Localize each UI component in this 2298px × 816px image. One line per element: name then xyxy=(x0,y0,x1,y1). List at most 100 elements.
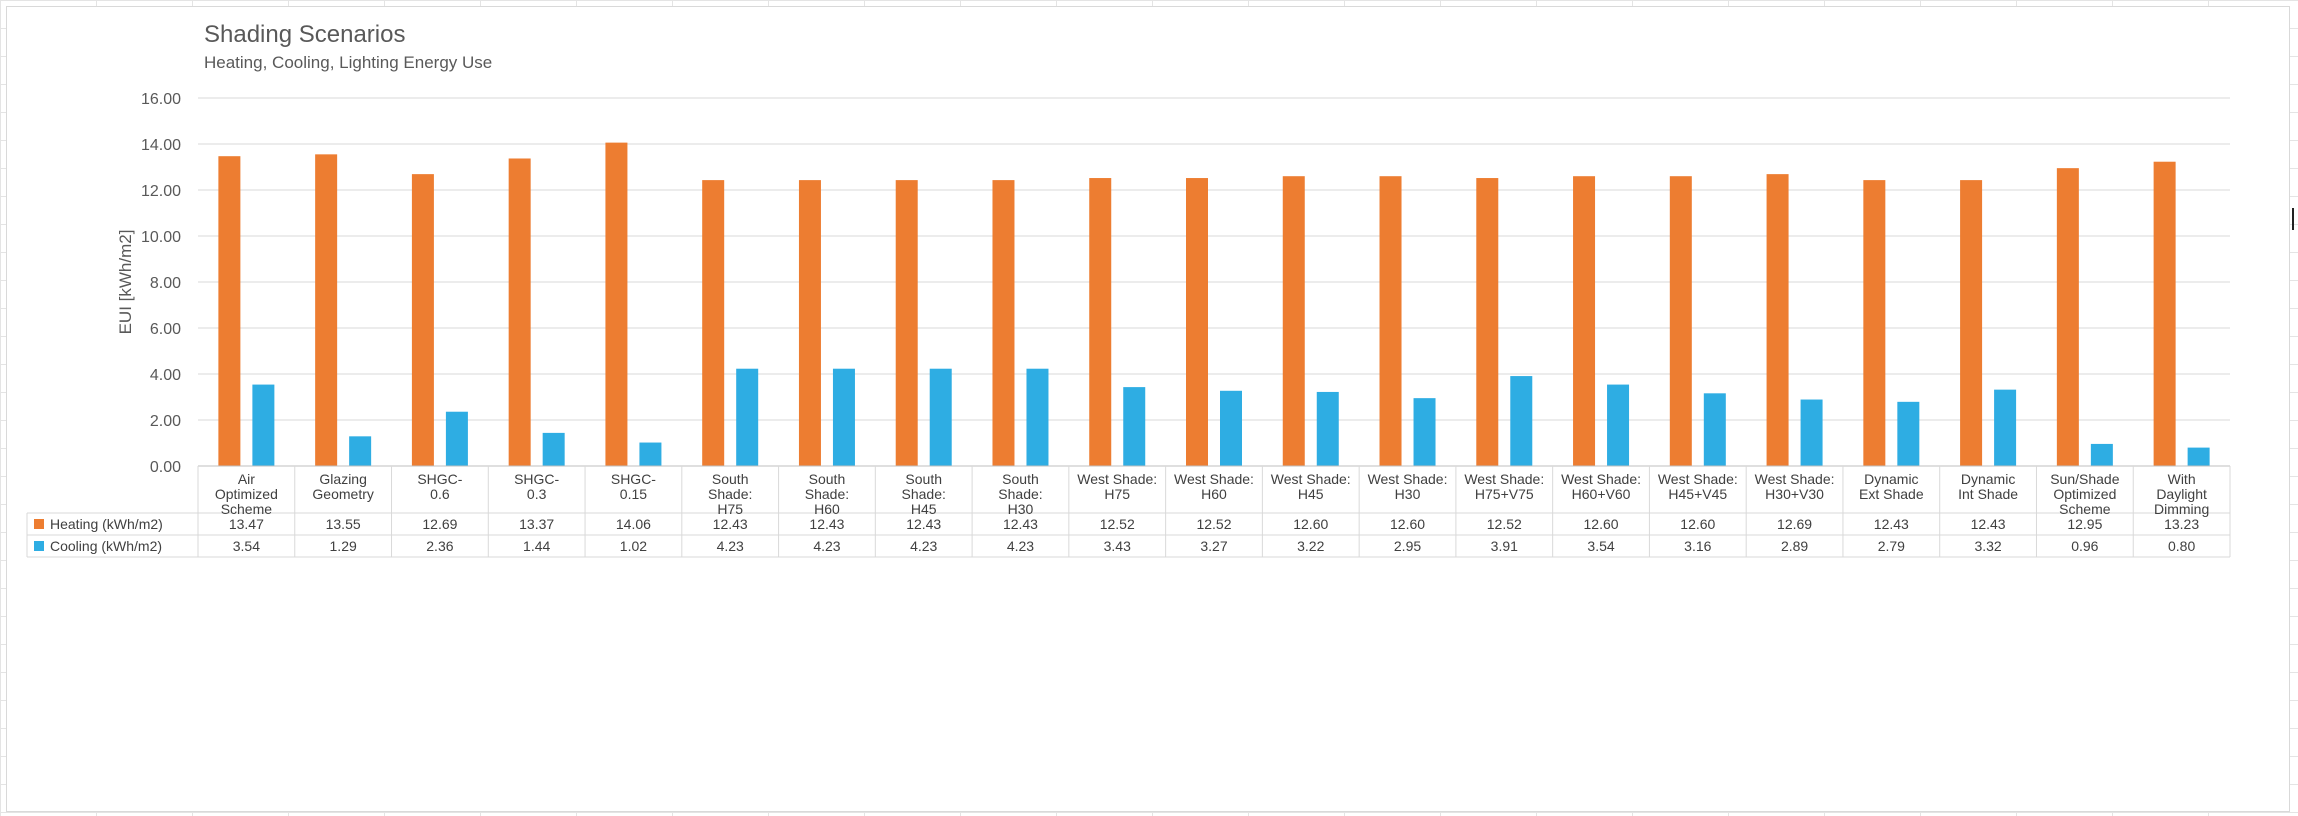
data-label: 12.43 xyxy=(713,516,748,532)
data-label: 13.37 xyxy=(519,516,554,532)
category-label: H60 xyxy=(814,501,840,517)
y-tick-label: 12.00 xyxy=(141,183,181,200)
category-label: West Shade: xyxy=(1077,471,1157,487)
bar xyxy=(1186,178,1208,467)
category-label: 0.15 xyxy=(620,486,647,502)
data-label: 12.52 xyxy=(1487,516,1522,532)
chart-title: Shading Scenarios xyxy=(204,21,405,48)
bar xyxy=(252,384,275,466)
data-label: 4.23 xyxy=(1007,538,1034,554)
category-label: West Shade: xyxy=(1561,471,1641,487)
bar xyxy=(992,180,1015,467)
bar xyxy=(1703,393,1726,466)
bar xyxy=(508,158,531,467)
bar xyxy=(639,442,662,466)
category-label: SHGC- xyxy=(417,471,462,487)
series-name: Heating (kWh/m2) xyxy=(50,516,163,532)
bar xyxy=(411,174,434,466)
bar xyxy=(1220,390,1242,466)
data-label: 1.02 xyxy=(620,538,647,554)
category-label: West Shade: xyxy=(1755,471,1835,487)
bar xyxy=(736,368,759,466)
category-label: Shade: xyxy=(998,486,1042,502)
data-label: 12.52 xyxy=(1100,516,1135,532)
bar xyxy=(1476,178,1499,467)
bar xyxy=(218,156,241,466)
data-label: 3.54 xyxy=(233,538,260,554)
bar xyxy=(929,368,952,466)
category-label: West Shade: xyxy=(1464,471,1544,487)
data-label: 12.52 xyxy=(1196,516,1231,532)
category-label: H75 xyxy=(1104,486,1130,502)
category-label: 0.3 xyxy=(527,486,547,502)
category-label: Glazing xyxy=(319,471,366,487)
y-tick-label: 10.00 xyxy=(141,229,181,246)
data-label: 1.29 xyxy=(330,538,357,554)
chart-area[interactable]: Shading Scenarios Heating, Cooling, Light… xyxy=(6,6,2290,812)
bar xyxy=(798,180,821,467)
y-tick-label: 0.00 xyxy=(150,459,181,476)
resize-handle[interactable] xyxy=(2292,208,2298,230)
category-label: Int Shade xyxy=(1958,486,2018,502)
data-label: 3.22 xyxy=(1297,538,1324,554)
category-label: With xyxy=(2168,471,2196,487)
bar xyxy=(2153,161,2176,466)
data-label: 12.60 xyxy=(1680,516,1715,532)
data-label: 12.69 xyxy=(1777,516,1812,532)
data-label: 3.43 xyxy=(1104,538,1131,554)
category-label: H45+V45 xyxy=(1668,486,1727,502)
bar xyxy=(895,180,918,467)
bar xyxy=(1897,401,1920,466)
bar xyxy=(2187,447,2210,466)
chart-subtitle: Heating, Cooling, Lighting Energy Use xyxy=(204,53,492,72)
data-label: 12.60 xyxy=(1584,516,1619,532)
data-label: 12.43 xyxy=(1003,516,1038,532)
data-label: 4.23 xyxy=(813,538,840,554)
y-tick-label: 16.00 xyxy=(141,91,181,108)
category-label: H30 xyxy=(1008,501,1034,517)
category-label: 0.6 xyxy=(430,486,450,502)
category-label: South xyxy=(1002,471,1039,487)
y-tick-label: 2.00 xyxy=(150,413,181,430)
data-label: 12.69 xyxy=(422,516,457,532)
y-tick-label: 4.00 xyxy=(150,367,181,384)
bar xyxy=(445,411,468,466)
data-label: 12.60 xyxy=(1390,516,1425,532)
category-label: H45 xyxy=(911,501,937,517)
category-label: Shade: xyxy=(902,486,946,502)
legend-key xyxy=(34,541,44,551)
data-label: 3.32 xyxy=(1974,538,2001,554)
data-label: 12.43 xyxy=(1874,516,1909,532)
bar xyxy=(1766,174,1789,466)
category-label: H75+V75 xyxy=(1475,486,1534,502)
bar xyxy=(702,180,725,467)
bar xyxy=(1026,368,1049,466)
bar xyxy=(1316,391,1339,466)
category-label: Dynamic xyxy=(1864,471,1918,487)
y-axis-label: EUI [kWh/m2] xyxy=(116,230,135,335)
category-label: Scheme xyxy=(2059,501,2111,517)
data-label: 12.95 xyxy=(2067,516,2102,532)
bar xyxy=(542,432,565,466)
bar xyxy=(1800,399,1823,466)
category-label: Shade: xyxy=(708,486,752,502)
data-label: 12.43 xyxy=(906,516,941,532)
category-label: South xyxy=(905,471,942,487)
data-label: 2.95 xyxy=(1394,538,1421,554)
category-label: West Shade: xyxy=(1271,471,1351,487)
category-label: Sun/Shade xyxy=(2050,471,2119,487)
data-label: 2.36 xyxy=(426,538,453,554)
data-label: 3.27 xyxy=(1200,538,1227,554)
bar xyxy=(1089,178,1112,467)
category-label: SHGC- xyxy=(514,471,559,487)
data-label: 2.89 xyxy=(1781,538,1808,554)
bar xyxy=(315,154,338,466)
bar xyxy=(1573,176,1596,466)
bar xyxy=(1123,387,1146,466)
data-label: 0.96 xyxy=(2071,538,2098,554)
category-label: West Shade: xyxy=(1658,471,1738,487)
bar xyxy=(605,142,628,466)
category-label: Dynamic xyxy=(1961,471,2015,487)
bar xyxy=(2056,168,2079,466)
category-label: Dimming xyxy=(2154,501,2209,517)
